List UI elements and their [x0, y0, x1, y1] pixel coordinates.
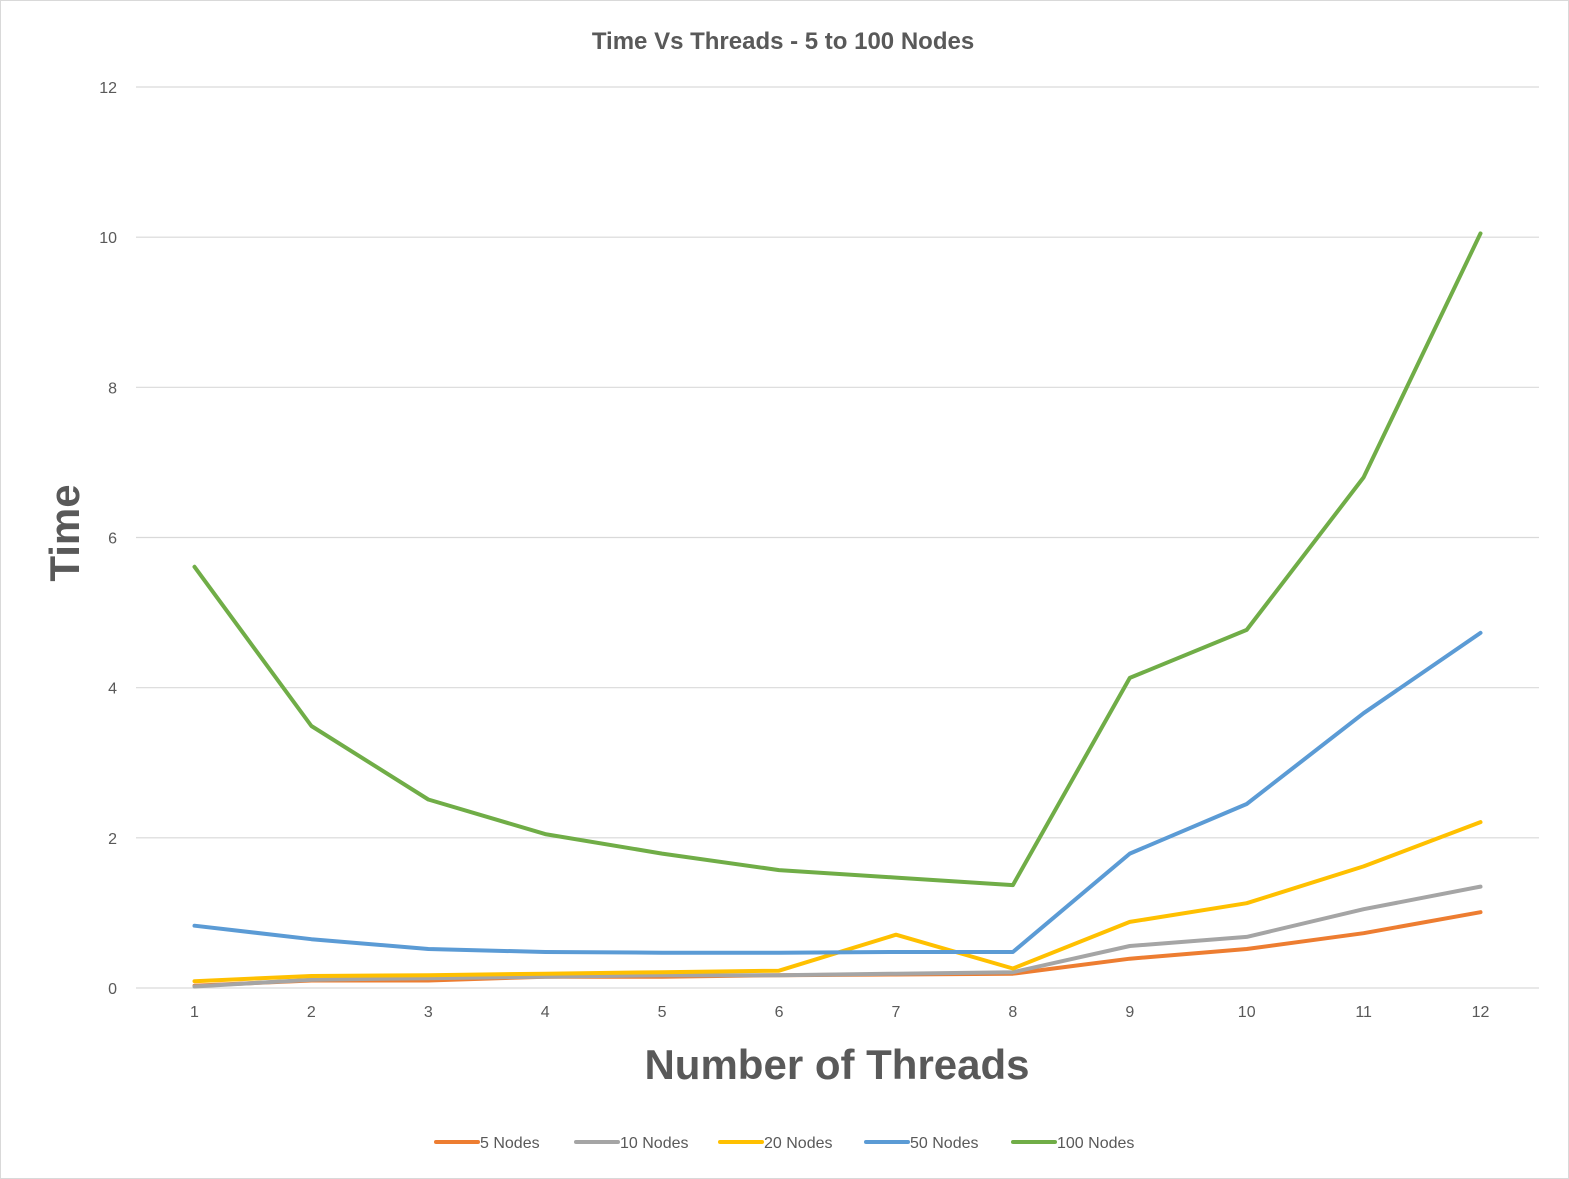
x-tick-label: 8: [1008, 1004, 1017, 1021]
x-tick-label: 12: [1472, 1004, 1490, 1021]
x-tick-label: 10: [1238, 1004, 1256, 1021]
y-tick-label: 0: [108, 981, 117, 998]
legend-label-50-nodes: 50 Nodes: [910, 1135, 979, 1152]
x-axis-label: Number of Threads: [644, 1041, 1029, 1088]
x-tick-label: 7: [892, 1004, 901, 1021]
chart-title: Time Vs Threads - 5 to 100 Nodes: [592, 28, 974, 55]
x-tick-label: 6: [775, 1004, 784, 1021]
x-tick-label: 9: [1125, 1004, 1134, 1021]
x-tick-labels: 1 2 3 4 5 6 7 8 9 10 11 12: [190, 1004, 1490, 1021]
x-tick-label: 4: [541, 1004, 550, 1021]
x-tick-label: 5: [658, 1004, 667, 1021]
y-tick-label: 6: [108, 531, 117, 548]
legend-label-5-nodes: 5 Nodes: [480, 1135, 540, 1152]
grid-lines: [136, 86, 1539, 989]
y-tick-label: 2: [108, 831, 117, 848]
legend-label-100-nodes: 100 Nodes: [1057, 1135, 1134, 1152]
y-tick-label: 4: [108, 681, 117, 698]
x-tick-label: 3: [424, 1004, 433, 1021]
series-line-10-nodes: [192, 884, 1483, 989]
y-tick-label: 10: [99, 230, 117, 247]
x-tick-label: 2: [307, 1004, 316, 1021]
series-line-100-nodes: [192, 231, 1483, 888]
legend-label-10-nodes: 10 Nodes: [620, 1135, 689, 1152]
y-tick-label: 12: [99, 80, 117, 97]
legend: 5 Nodes 10 Nodes 20 Nodes 50 Nodes 100 Nodes: [434, 1135, 1134, 1152]
y-tick-label: 8: [108, 380, 117, 397]
series-line-20-nodes: [192, 820, 1483, 984]
x-tick-label: 11: [1355, 1004, 1372, 1021]
series-line-50-nodes: [192, 630, 1483, 955]
series-lines: [192, 231, 1483, 989]
legend-label-20-nodes: 20 Nodes: [764, 1135, 833, 1152]
y-axis-label: Time: [41, 484, 88, 581]
y-tick-labels: 0 2 4 6 8 10 12: [99, 80, 117, 998]
x-tick-label: 1: [190, 1004, 199, 1021]
